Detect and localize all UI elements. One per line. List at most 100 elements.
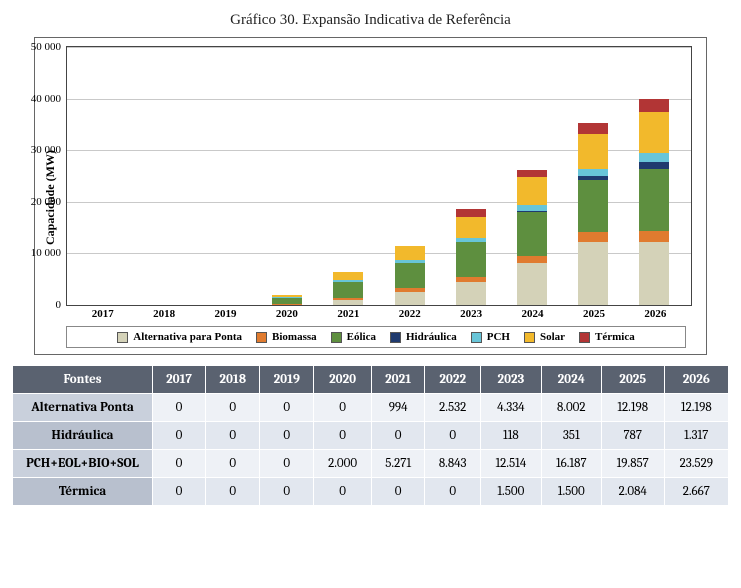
bar-segment-ter [639, 99, 669, 113]
table-cell: 0 [260, 478, 314, 506]
bar-segment-ter [517, 170, 547, 178]
stacked-bar [578, 123, 608, 305]
legend-label: Térmica [595, 331, 635, 343]
table-cell: 0 [153, 394, 206, 422]
table-header-cell: 2021 [371, 366, 424, 394]
table-header-cell: 2020 [314, 366, 372, 394]
table-cell: 351 [541, 422, 601, 450]
bar-segment-alt [578, 242, 608, 305]
table-header-cell: 2023 [481, 366, 542, 394]
bar-segment-eol [395, 263, 425, 288]
legend-item: Solar [524, 331, 565, 343]
table-cell: 787 [601, 422, 664, 450]
legend-label: Eólica [347, 331, 376, 343]
table-cell: 16.187 [541, 450, 601, 478]
y-tick-label: 40 000 [31, 93, 67, 105]
stacked-bar [272, 295, 302, 305]
table-header-cell: 2025 [601, 366, 664, 394]
legend-item: Térmica [579, 331, 635, 343]
bar-segment-bio [272, 304, 302, 305]
table-cell: 0 [425, 478, 481, 506]
bar-segment-alt [517, 263, 547, 305]
legend-swatch [256, 332, 267, 343]
y-tick-label: 30 000 [31, 144, 67, 156]
table-cell: 2.000 [314, 450, 372, 478]
table-cell: 0 [260, 422, 314, 450]
x-tick-label: 2020 [256, 308, 317, 320]
table-cell: 5.271 [371, 450, 424, 478]
table-cell: 0 [314, 422, 372, 450]
data-table: Fontes 201720182019202020212022202320242… [12, 365, 729, 506]
table-cell: 0 [206, 450, 260, 478]
table-cell: 0 [425, 422, 481, 450]
legend-swatch [117, 332, 128, 343]
table-cell: 0 [206, 394, 260, 422]
table-cell: 4.334 [481, 394, 542, 422]
table-header-cell: 2022 [425, 366, 481, 394]
bar-segment-hid [639, 162, 669, 169]
table-row: Térmica0000001.5001.5002.0842.667 [13, 478, 729, 506]
legend-label: PCH [487, 331, 510, 343]
legend-label: Solar [540, 331, 565, 343]
stacked-bar [456, 209, 486, 305]
table-row-label: Térmica [13, 478, 153, 506]
stacked-bar [639, 99, 669, 305]
x-tick-label: 2026 [625, 308, 686, 320]
legend-item: Biomassa [256, 331, 317, 343]
bar-slot [440, 47, 501, 305]
bar-segment-alt [333, 300, 363, 305]
bar-segment-eol [333, 282, 363, 298]
table-header-fontes: Fontes [13, 366, 153, 394]
x-tick-label: 2022 [379, 308, 440, 320]
table-row-label: Hidráulica [13, 422, 153, 450]
x-tick-label: 2023 [440, 308, 501, 320]
table-cell: 0 [206, 422, 260, 450]
table-cell: 0 [153, 478, 206, 506]
bar-segment-eol [272, 298, 302, 305]
table-cell: 994 [371, 394, 424, 422]
table-cell: 0 [371, 478, 424, 506]
table-cell: 0 [260, 394, 314, 422]
table-row: Hidráulica0000001183517871.317 [13, 422, 729, 450]
bar-segment-sol [639, 112, 669, 153]
legend-item: Alternativa para Ponta [117, 331, 242, 343]
bar-segment-bio [517, 256, 547, 263]
x-tick-label: 2025 [563, 308, 624, 320]
x-tick-label: 2018 [133, 308, 194, 320]
legend-swatch [390, 332, 401, 343]
x-tick-label: 2019 [195, 308, 256, 320]
bar-segment-pch [639, 153, 669, 161]
bars-area [67, 47, 691, 305]
bar-segment-bio [578, 232, 608, 241]
table-cell: 0 [206, 478, 260, 506]
legend-label: Alternativa para Ponta [133, 331, 242, 343]
table-cell: 12.198 [601, 394, 664, 422]
table-row: Alternativa Ponta00009942.5324.3348.0021… [13, 394, 729, 422]
x-tick-label: 2024 [502, 308, 563, 320]
table-header-row: Fontes 201720182019202020212022202320242… [13, 366, 729, 394]
bar-segment-ter [456, 209, 486, 217]
table-row-label: PCH+EOL+BIO+SOL [13, 450, 153, 478]
chart-title: Gráfico 30. Expansão Indicativa de Refer… [12, 12, 729, 29]
bar-segment-ter [578, 123, 608, 134]
table-header-cell: 2024 [541, 366, 601, 394]
table-header-cell: 2019 [260, 366, 314, 394]
bar-segment-sol [578, 134, 608, 168]
x-tick-label: 2021 [318, 308, 379, 320]
legend-swatch [579, 332, 590, 343]
table-cell: 0 [153, 450, 206, 478]
legend-swatch [331, 332, 342, 343]
x-tick-label: 2017 [72, 308, 133, 320]
table-cell: 8.843 [425, 450, 481, 478]
stacked-bar [517, 170, 547, 305]
table-cell: 0 [314, 478, 372, 506]
bar-segment-sol [395, 246, 425, 261]
table-header-cell: 2018 [206, 366, 260, 394]
table-cell: 1.500 [541, 478, 601, 506]
bar-slot [73, 47, 134, 305]
y-tick-label: 50 000 [31, 41, 67, 53]
table-cell: 8.002 [541, 394, 601, 422]
table-cell: 2.667 [664, 478, 728, 506]
bar-slot [195, 47, 256, 305]
legend-item: PCH [471, 331, 510, 343]
